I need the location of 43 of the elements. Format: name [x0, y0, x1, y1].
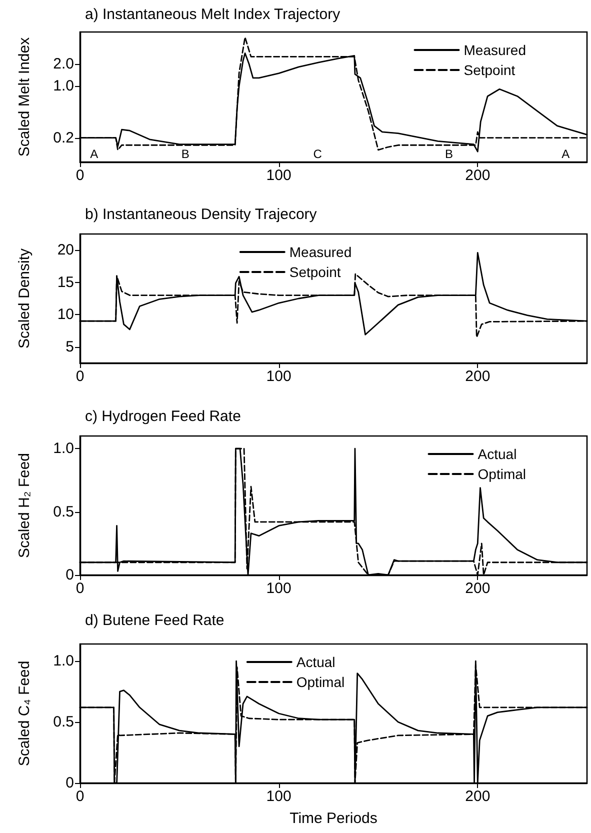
- y-tick-label: 0.5: [53, 503, 74, 520]
- annotation: B: [445, 147, 454, 161]
- legend-label: Actual: [296, 654, 336, 670]
- legend-label: Actual: [478, 446, 517, 462]
- legend-label: Measured: [464, 42, 526, 58]
- y-tick-label: 5: [66, 338, 74, 356]
- y-tick-label: 20: [57, 242, 74, 259]
- y-tick-label: 1.0: [53, 78, 74, 95]
- annotation: C: [313, 147, 322, 161]
- legend-label: Optimal: [296, 674, 345, 690]
- annotation: A: [90, 147, 98, 161]
- y-tick-label: 1.0: [53, 440, 74, 458]
- chart-title: b) Instantaneous Density Trajecory: [85, 206, 318, 223]
- y-axis-title: Scaled C₄ Feed: [16, 660, 33, 766]
- y-axis-title: Scaled Melt Index: [16, 36, 33, 157]
- x-axis-title: Time Periods: [290, 810, 378, 827]
- y-tick-label: 10: [57, 306, 74, 324]
- x-tick-label: 100: [266, 580, 292, 597]
- legend-label: Setpoint: [289, 264, 341, 280]
- legend-label: Measured: [289, 244, 352, 260]
- chart-title: c) Hydrogen Feed Rate: [85, 408, 241, 425]
- y-tick-label: 0.2: [53, 129, 74, 146]
- x-tick-label: 200: [465, 788, 490, 805]
- annotation: A: [562, 147, 570, 161]
- y-axis-title: Scaled H₂ Feed: [16, 452, 33, 558]
- annotation: B: [181, 147, 190, 161]
- y-tick-label: 0.5: [53, 714, 74, 731]
- y-tick-label: 1.0: [53, 652, 74, 670]
- x-tick-label: 100: [266, 788, 292, 805]
- x-tick-label: 200: [465, 167, 490, 184]
- chart-title: a) Instantaneous Melt Index Trajectory: [85, 6, 341, 23]
- x-tick-label: 200: [465, 580, 490, 597]
- x-tick-label: 200: [465, 368, 490, 385]
- y-tick-label: 0: [66, 774, 74, 792]
- y-tick-label: 15: [57, 274, 74, 291]
- legend-label: Optimal: [478, 466, 526, 482]
- x-tick-label: 100: [266, 368, 292, 385]
- y-tick-label: 2.0: [53, 55, 74, 72]
- chart-title: d) Butene Feed Rate: [85, 612, 224, 629]
- x-tick-label: 100: [266, 167, 292, 184]
- y-tick-label: 0: [66, 566, 74, 584]
- y-axis-title: Scaled Density: [16, 248, 33, 349]
- legend-label: Setpoint: [464, 62, 516, 78]
